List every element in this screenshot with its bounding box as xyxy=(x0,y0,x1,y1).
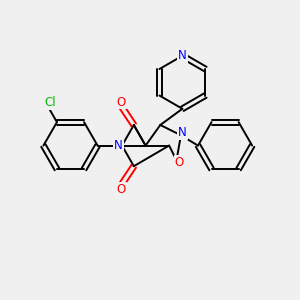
Text: N: N xyxy=(178,49,187,62)
Text: Cl: Cl xyxy=(44,96,56,109)
Text: O: O xyxy=(175,156,184,169)
Text: N: N xyxy=(178,126,187,140)
Text: O: O xyxy=(117,183,126,196)
Text: O: O xyxy=(117,95,126,109)
Text: N: N xyxy=(114,139,123,152)
